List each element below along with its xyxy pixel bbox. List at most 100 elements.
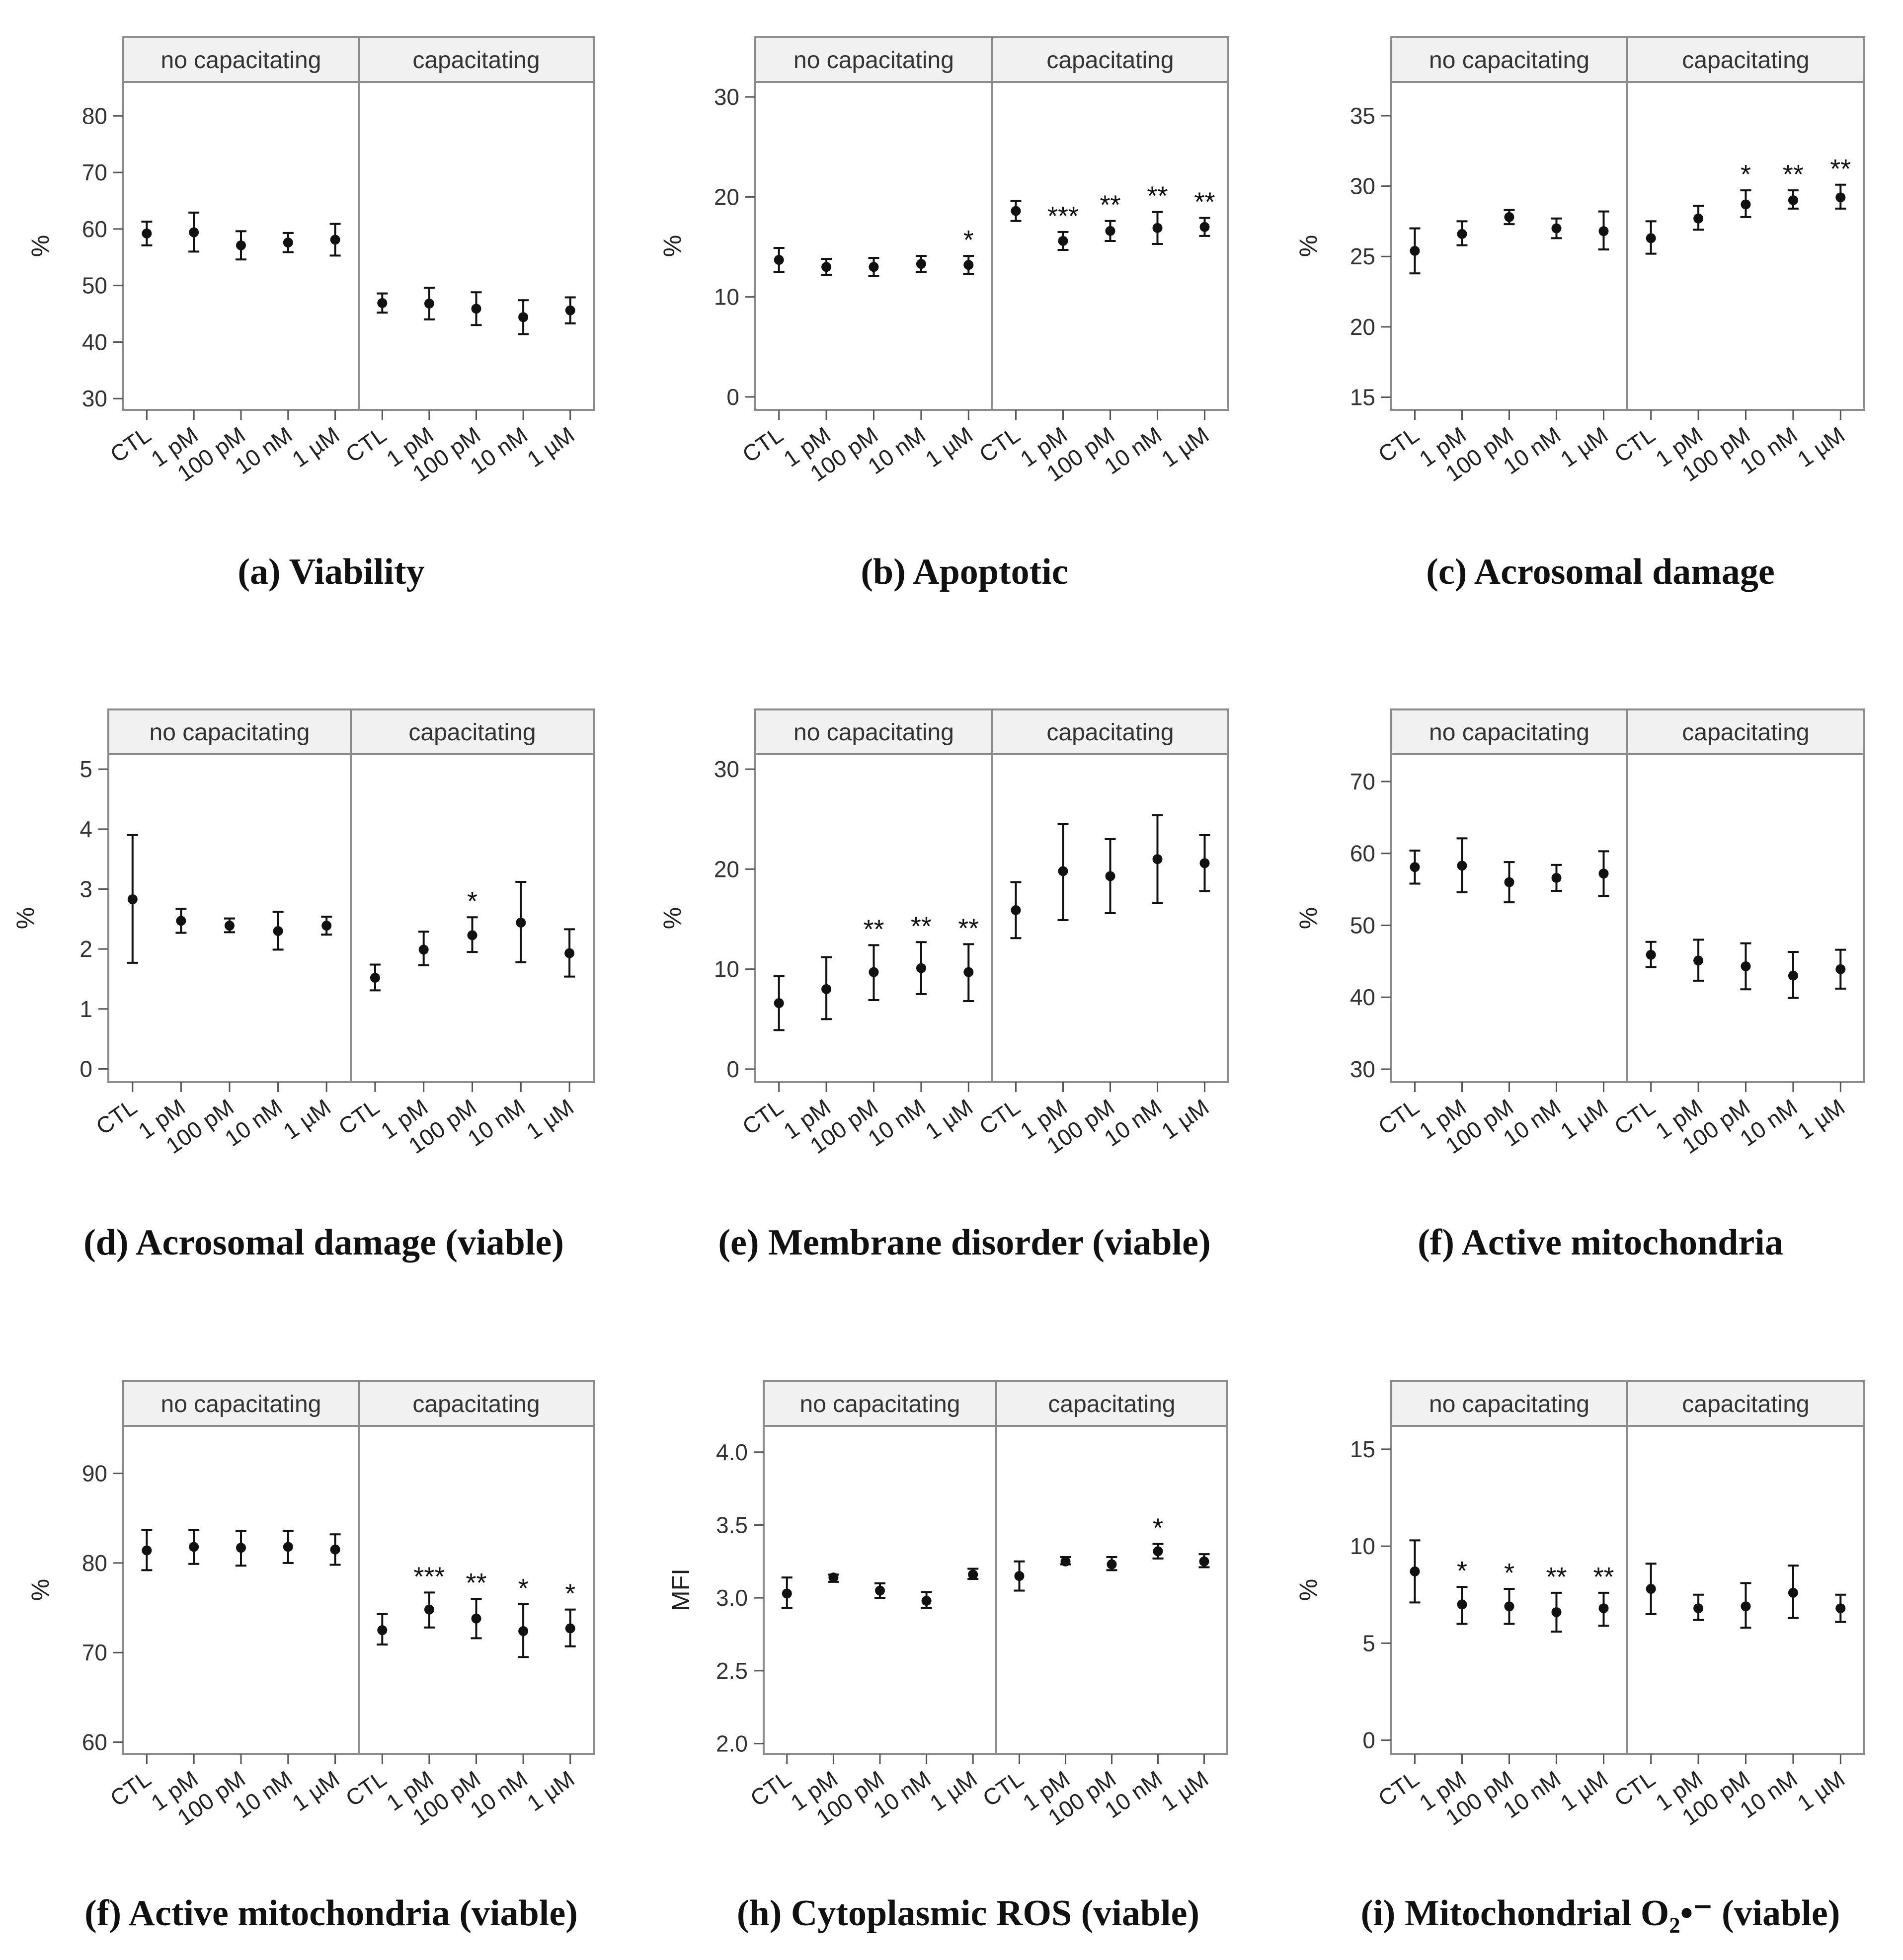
data-point bbox=[127, 894, 138, 904]
data-point bbox=[1551, 872, 1562, 883]
facet-strip bbox=[358, 1380, 595, 1427]
significance-marker: ** bbox=[1593, 1562, 1614, 1592]
facet-label: no capacitating bbox=[161, 1391, 321, 1417]
y-tick-label: 2.5 bbox=[716, 1658, 748, 1684]
x-tick-label: 1 µM bbox=[1556, 1766, 1612, 1816]
data-point bbox=[916, 259, 926, 269]
facet-label: capacitating bbox=[1682, 47, 1809, 74]
facet-label: no capacitating bbox=[793, 719, 954, 746]
facet-panel-right bbox=[1626, 753, 1865, 1083]
significance-marker: * bbox=[1741, 159, 1751, 189]
y-tick-label: 10 bbox=[714, 284, 739, 310]
data-point bbox=[1788, 1587, 1798, 1598]
facet-panel-right bbox=[358, 81, 595, 411]
data-point bbox=[1504, 212, 1514, 222]
x-tick-label: CTL bbox=[1373, 1766, 1424, 1811]
y-tick-label: 30 bbox=[714, 84, 739, 110]
data-point bbox=[236, 240, 246, 250]
data-point bbox=[467, 930, 477, 941]
data-point bbox=[189, 1542, 199, 1552]
significance-marker: * bbox=[565, 1579, 575, 1609]
data-point bbox=[1199, 858, 1210, 868]
significance-marker: ** bbox=[1147, 181, 1168, 211]
facet-label: capacitating bbox=[412, 47, 540, 74]
data-point bbox=[370, 973, 380, 983]
y-axis-label: % bbox=[11, 907, 39, 929]
y-tick-label: 70 bbox=[82, 159, 107, 185]
data-point bbox=[565, 305, 575, 315]
x-tick-label: 1 µM bbox=[925, 1766, 982, 1816]
y-tick-label: 40 bbox=[82, 329, 107, 355]
data-point bbox=[1199, 1556, 1209, 1567]
y-tick-label: 3.0 bbox=[716, 1585, 748, 1611]
y-tick-label: 0 bbox=[79, 1056, 92, 1082]
significance-marker: ** bbox=[863, 914, 884, 944]
data-point bbox=[1504, 877, 1514, 887]
facet-label: no capacitating bbox=[1429, 719, 1589, 746]
x-tick-label: CTL bbox=[1373, 1094, 1424, 1140]
data-point bbox=[821, 262, 832, 272]
y-tick-label: 60 bbox=[82, 216, 107, 242]
data-point bbox=[968, 1569, 978, 1580]
chart-panel-h: no capacitating capacitating 2.0 2.5 3.0 3.5 4… bbox=[667, 1380, 1228, 1934]
facet-strip bbox=[1390, 36, 1628, 83]
data-point bbox=[1835, 964, 1846, 974]
data-point bbox=[1504, 1601, 1514, 1612]
x-tick-label: 10 nM bbox=[463, 1094, 530, 1152]
facet-label: no capacitating bbox=[1429, 47, 1589, 74]
facet-panel-right bbox=[358, 1425, 595, 1755]
y-axis-label: % bbox=[1294, 1579, 1322, 1601]
y-axis-label: MFI bbox=[667, 1568, 695, 1611]
x-tick-label: 1 µM bbox=[921, 422, 977, 472]
facet-panel-left bbox=[1390, 81, 1628, 411]
data-point bbox=[142, 228, 152, 238]
x-tick-label: 1 µM bbox=[1157, 422, 1213, 472]
data-point bbox=[774, 998, 784, 1009]
data-point bbox=[1457, 229, 1467, 239]
facet-label: capacitating bbox=[408, 719, 536, 746]
significance-marker: ** bbox=[1546, 1562, 1567, 1592]
facet-strip bbox=[1626, 708, 1865, 755]
y-axis-label: % bbox=[658, 907, 686, 929]
y-tick-label: 4.0 bbox=[716, 1439, 748, 1465]
y-tick-label: 0 bbox=[1362, 1727, 1375, 1753]
x-tick-label: 1 µM bbox=[1793, 1094, 1849, 1145]
data-point bbox=[875, 1585, 885, 1596]
y-tick-label: 2 bbox=[79, 936, 92, 962]
data-point bbox=[516, 918, 526, 928]
y-tick-label: 2.0 bbox=[716, 1730, 748, 1756]
facet-panel-right bbox=[991, 81, 1229, 411]
y-tick-label: 15 bbox=[1350, 1436, 1375, 1462]
data-point bbox=[1410, 862, 1420, 872]
facet-strip bbox=[991, 36, 1229, 83]
significance-marker: ** bbox=[1783, 159, 1804, 189]
data-point bbox=[1011, 905, 1021, 915]
data-point bbox=[869, 967, 879, 977]
significance-marker: ** bbox=[1100, 190, 1120, 220]
y-tick-label: 3.5 bbox=[716, 1512, 748, 1538]
data-point bbox=[1741, 1601, 1751, 1612]
y-tick-label: 10 bbox=[1350, 1533, 1375, 1559]
facet-strip bbox=[754, 36, 993, 83]
facet-label: no capacitating bbox=[1429, 1391, 1589, 1417]
y-tick-label: 70 bbox=[1350, 769, 1375, 794]
y-tick-label: 35 bbox=[1350, 103, 1375, 129]
panel-caption: (b) Apoptotic bbox=[861, 551, 1068, 592]
data-point bbox=[1741, 961, 1751, 971]
y-tick-label: 30 bbox=[1350, 1056, 1375, 1082]
x-tick-label: 1 µM bbox=[287, 422, 344, 472]
data-point bbox=[1646, 949, 1656, 960]
y-tick-label: 20 bbox=[1350, 314, 1375, 340]
facet-strip bbox=[1390, 1380, 1628, 1427]
facet-label: no capacitating bbox=[150, 719, 310, 746]
x-tick-label: 1 µM bbox=[1157, 1094, 1213, 1145]
data-point bbox=[418, 944, 429, 955]
y-tick-label: 30 bbox=[82, 386, 107, 411]
data-point bbox=[189, 227, 199, 237]
chart-panel-a: no capacitating capacitating 30 40 50 60 70 80%… bbox=[26, 36, 595, 592]
data-point bbox=[1107, 1559, 1117, 1569]
data-point bbox=[821, 984, 832, 994]
data-point bbox=[283, 237, 293, 248]
panel-caption: (e) Membrane disorder (viable) bbox=[718, 1222, 1210, 1263]
